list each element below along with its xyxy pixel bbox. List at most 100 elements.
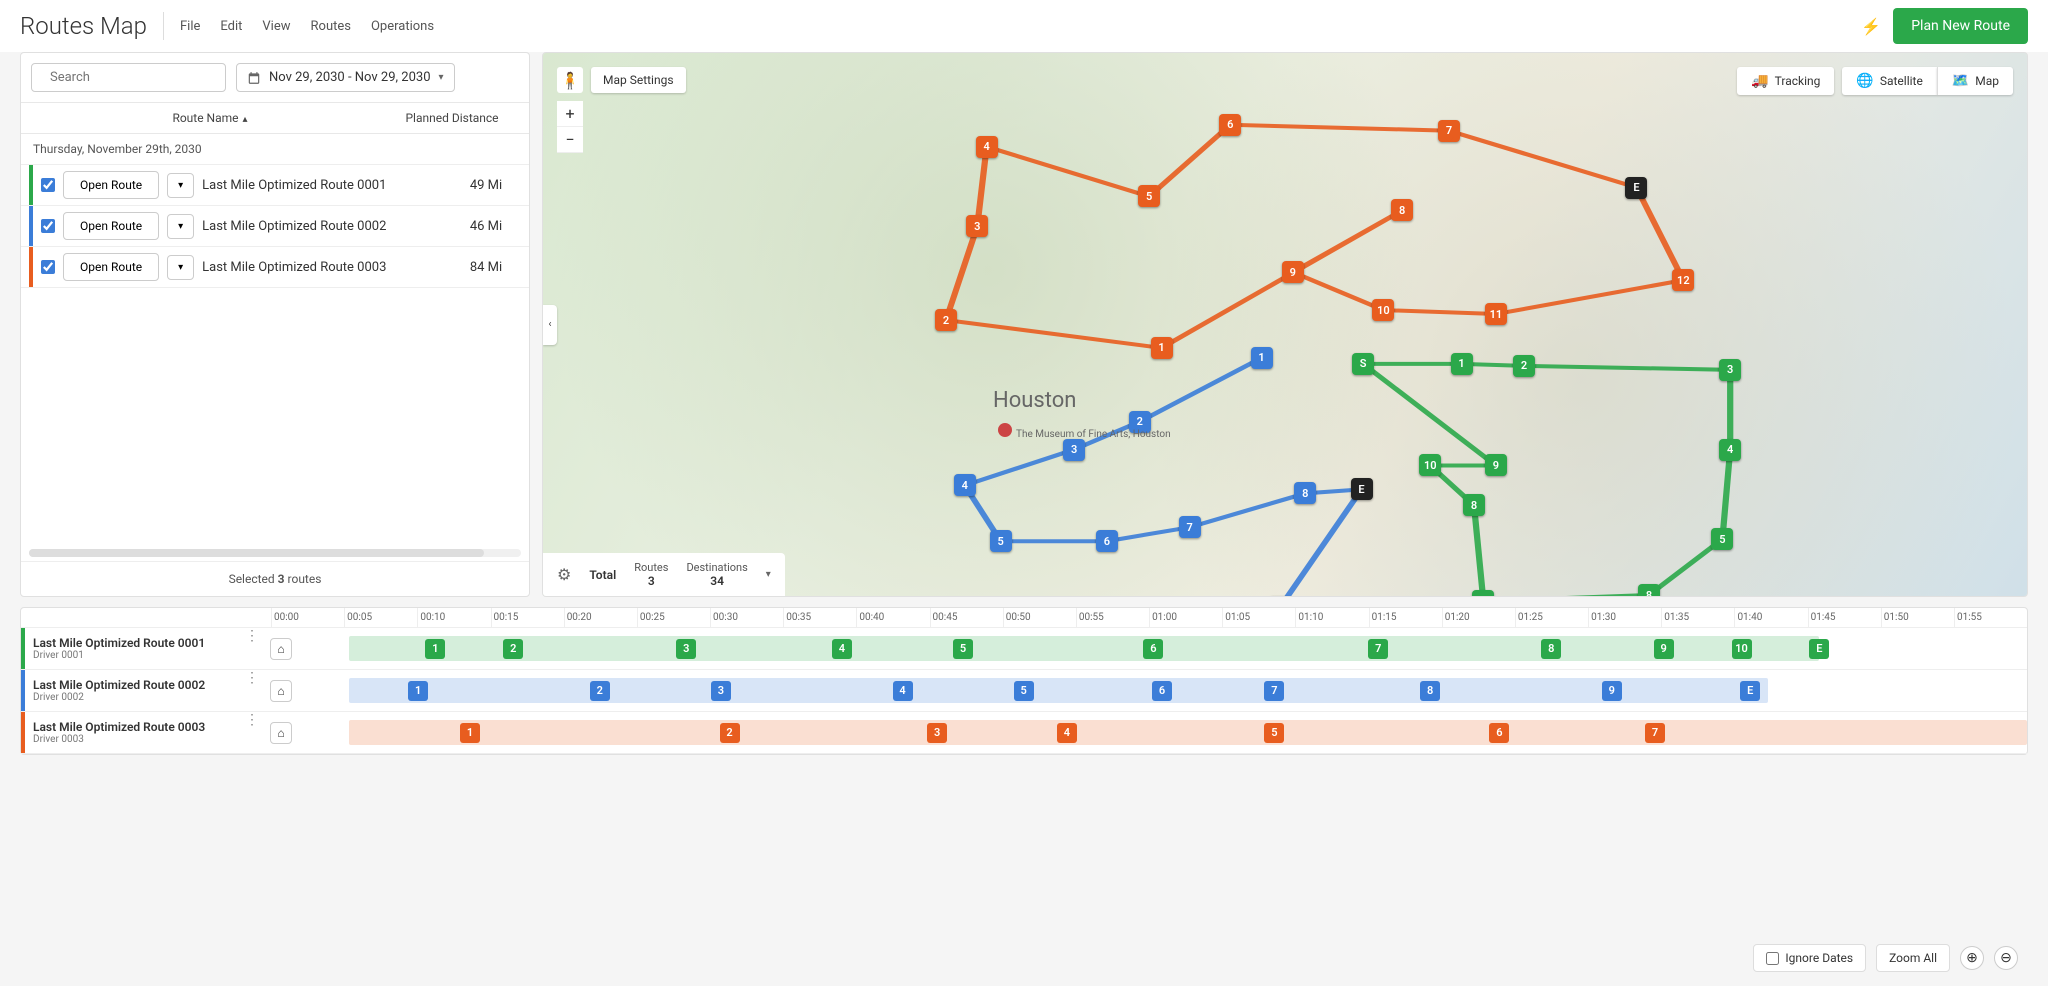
map-settings-button[interactable]: Map Settings: [591, 67, 686, 93]
collapse-sidebar-button[interactable]: ‹: [543, 305, 557, 345]
timeline-row-menu[interactable]: ⋮: [239, 670, 265, 711]
gear-icon[interactable]: ⚙: [557, 565, 571, 584]
tracking-toggle[interactable]: 🚚Tracking: [1737, 67, 1834, 95]
route-dropdown-button[interactable]: ▾: [167, 173, 194, 198]
horizontal-scrollbar[interactable]: [29, 549, 521, 557]
map-marker[interactable]: 9: [1282, 261, 1304, 283]
map-marker[interactable]: 1: [1151, 337, 1173, 359]
timeline-stop[interactable]: 4: [893, 681, 913, 701]
menu-routes[interactable]: Routes: [311, 19, 351, 34]
column-route-name[interactable]: Route Name▴: [33, 111, 387, 125]
map-marker[interactable]: 11: [1485, 303, 1507, 325]
map-marker[interactable]: E: [1351, 478, 1373, 500]
map-marker[interactable]: 8: [1391, 199, 1413, 221]
stats-expand-icon[interactable]: ▾: [766, 569, 771, 580]
plan-new-route-button[interactable]: Plan New Route: [1893, 8, 2028, 44]
route-checkbox[interactable]: [41, 178, 55, 192]
map-marker[interactable]: S: [1352, 353, 1374, 375]
map-marker[interactable]: E: [1625, 177, 1647, 199]
map-marker[interactable]: 2: [935, 309, 957, 331]
map-marker[interactable]: 3: [1063, 439, 1085, 461]
home-icon[interactable]: ⌂: [270, 638, 292, 660]
pegman-icon[interactable]: 🧍: [557, 67, 583, 93]
zoom-all-button[interactable]: Zoom All: [1876, 944, 1950, 972]
map-marker[interactable]: 3: [966, 215, 988, 237]
map-marker[interactable]: 6: [1096, 530, 1118, 552]
timeline-stop[interactable]: E: [1809, 639, 1829, 659]
route-checkbox[interactable]: [41, 260, 55, 274]
map-marker[interactable]: 10: [1419, 454, 1441, 476]
timeline-stop[interactable]: 9: [1654, 639, 1674, 659]
route-dropdown-button[interactable]: ▾: [167, 214, 194, 239]
timeline-stop[interactable]: 7: [1645, 723, 1665, 743]
column-planned-distance[interactable]: Planned Distance: [387, 111, 517, 125]
map-marker[interactable]: 4: [976, 136, 998, 158]
timeline-stop[interactable]: 10: [1732, 639, 1752, 659]
map-toggle[interactable]: 🗺️Map: [1937, 67, 2013, 95]
map-marker[interactable]: 9: [1485, 454, 1507, 476]
timeline-row-menu[interactable]: ⋮: [239, 712, 265, 753]
map-marker[interactable]: 7: [1472, 590, 1494, 597]
timeline-stop[interactable]: 1: [460, 723, 480, 743]
date-range-picker[interactable]: Nov 29, 2030 - Nov 29, 2030 ▾: [236, 63, 455, 92]
menu-file[interactable]: File: [180, 19, 200, 34]
timeline-stop[interactable]: 5: [953, 639, 973, 659]
map-marker[interactable]: 1: [1451, 353, 1473, 375]
map-panel[interactable]: 674583912210111123486759S12341098578EEE …: [542, 52, 2028, 597]
map-marker[interactable]: 10: [1372, 299, 1394, 321]
timeline-stop[interactable]: 4: [1057, 723, 1077, 743]
timeline-stop[interactable]: 1: [425, 639, 445, 659]
open-route-button[interactable]: Open Route: [63, 253, 159, 281]
map-marker[interactable]: 4: [954, 474, 976, 496]
map-marker[interactable]: 7: [1438, 120, 1460, 142]
timeline-stop[interactable]: E: [1740, 681, 1760, 701]
map-marker[interactable]: 2: [1513, 355, 1535, 377]
menu-edit[interactable]: Edit: [220, 19, 242, 34]
timeline-zoom-out-button[interactable]: ⊖: [1994, 946, 2018, 970]
open-route-button[interactable]: Open Route: [63, 171, 159, 199]
timeline-stop[interactable]: 8: [1420, 681, 1440, 701]
timeline-zoom-in-button[interactable]: ⊕: [1960, 946, 1984, 970]
timeline-stop[interactable]: 6: [1143, 639, 1163, 659]
timeline-stop[interactable]: 2: [720, 723, 740, 743]
satellite-toggle[interactable]: 🌐Satellite: [1842, 67, 1936, 95]
timeline-stop[interactable]: 3: [927, 723, 947, 743]
search-input[interactable]: [50, 70, 216, 85]
timeline-stop[interactable]: 1: [408, 681, 428, 701]
map-zoom-in-button[interactable]: +: [557, 101, 583, 127]
map-marker[interactable]: 12: [1672, 269, 1694, 291]
map-marker[interactable]: 3: [1719, 359, 1741, 381]
open-route-button[interactable]: Open Route: [63, 212, 159, 240]
map-marker[interactable]: 5: [1138, 185, 1160, 207]
timeline-stop[interactable]: 3: [676, 639, 696, 659]
map-marker[interactable]: 4: [1719, 439, 1741, 461]
home-icon[interactable]: ⌂: [270, 680, 292, 702]
map-marker[interactable]: 6: [1219, 114, 1241, 136]
ignore-dates-checkbox[interactable]: [1766, 952, 1779, 965]
timeline-stop[interactable]: 6: [1489, 723, 1509, 743]
timeline-stop[interactable]: 7: [1264, 681, 1284, 701]
timeline-stop[interactable]: 8: [1541, 639, 1561, 659]
search-input-wrap[interactable]: [31, 63, 226, 92]
map-marker[interactable]: 7: [1179, 516, 1201, 538]
map-marker[interactable]: 9: [1269, 596, 1291, 597]
map-marker[interactable]: 8: [1463, 494, 1485, 516]
timeline-stop[interactable]: 7: [1368, 639, 1388, 659]
timeline-stop[interactable]: 3: [711, 681, 731, 701]
timeline-stop[interactable]: 6: [1152, 681, 1172, 701]
timeline-row-menu[interactable]: ⋮: [239, 628, 265, 669]
home-icon[interactable]: ⌂: [270, 722, 292, 744]
timeline-stop[interactable]: 4: [832, 639, 852, 659]
timeline-stop[interactable]: 2: [590, 681, 610, 701]
map-marker[interactable]: 8: [1294, 482, 1316, 504]
timeline-stop[interactable]: 5: [1264, 723, 1284, 743]
menu-operations[interactable]: Operations: [371, 19, 434, 34]
timeline-stop[interactable]: 5: [1014, 681, 1034, 701]
timeline-stop[interactable]: 9: [1602, 681, 1622, 701]
timeline-stop[interactable]: 2: [503, 639, 523, 659]
map-zoom-out-button[interactable]: −: [557, 127, 583, 153]
map-marker[interactable]: 8: [1638, 584, 1660, 597]
route-checkbox[interactable]: [41, 219, 55, 233]
route-dropdown-button[interactable]: ▾: [167, 255, 194, 280]
map-marker[interactable]: 5: [1711, 528, 1733, 550]
